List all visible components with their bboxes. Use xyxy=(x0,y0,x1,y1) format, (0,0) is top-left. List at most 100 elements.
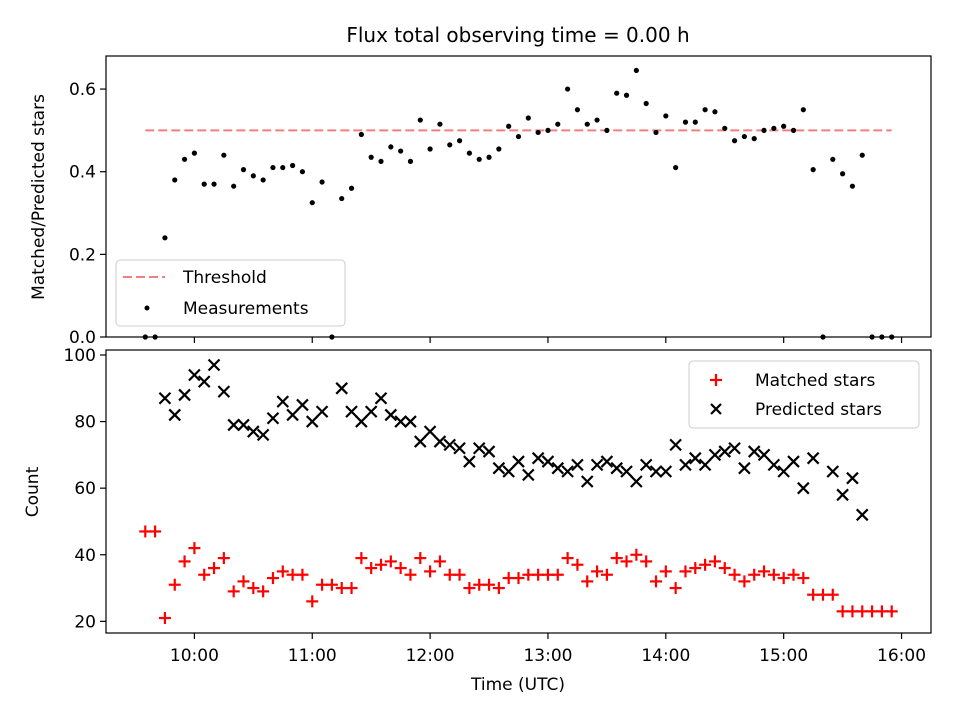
matched-star-point xyxy=(885,605,898,618)
predicted-star-point xyxy=(247,425,260,438)
bottom-y-tick-label: 80 xyxy=(74,413,96,433)
matched-star-point xyxy=(149,525,162,538)
measurement-point xyxy=(417,117,423,123)
measurement-point xyxy=(810,167,816,173)
predicted-star-point xyxy=(414,435,427,448)
predicted-star-point xyxy=(207,358,221,372)
matched-star-point xyxy=(178,555,191,568)
predicted-star-point xyxy=(522,468,535,482)
matched-star-point xyxy=(325,578,338,591)
matched-star-point xyxy=(600,568,613,581)
measurement-point xyxy=(456,138,463,144)
measurement-point xyxy=(712,109,718,115)
measurement-point xyxy=(682,119,689,125)
matched-star-point xyxy=(758,565,771,578)
bottom-marks xyxy=(139,358,898,625)
matched-star-point xyxy=(404,568,417,581)
top-axes-frame xyxy=(105,55,932,338)
predicted-star-point xyxy=(561,465,574,478)
threshold-legend-label: Threshold xyxy=(182,268,267,288)
predicted-star-point xyxy=(679,458,692,472)
measurement-point xyxy=(211,181,217,187)
bottom-y-tick-label: 100 xyxy=(64,346,96,366)
predicted-star-point xyxy=(315,405,329,418)
measurement-point xyxy=(368,154,374,160)
predicted-star-point xyxy=(747,445,761,458)
predicted-star-point xyxy=(836,488,849,502)
matched-star-point xyxy=(384,555,397,568)
top-marks xyxy=(142,67,895,340)
matched-star-point xyxy=(787,568,800,581)
top-y-tick-label: 0.4 xyxy=(69,163,96,183)
predicted-star-point xyxy=(443,438,457,452)
measurement-point xyxy=(623,92,630,98)
measurement-point xyxy=(437,121,443,127)
chart-title: Flux total observing time = 0.00 h xyxy=(346,23,689,47)
predicted-star-point xyxy=(718,445,732,458)
measurement-point xyxy=(201,181,207,187)
top-y-axis-label: Matched/Predicted stars xyxy=(29,94,49,300)
measurement-point xyxy=(162,235,168,241)
predicted-star-point xyxy=(846,471,859,485)
measurement-point xyxy=(496,146,502,152)
x-axis-label: Time (UTC) xyxy=(470,675,565,695)
predicted-star-point xyxy=(512,455,525,468)
matched-star-point xyxy=(433,555,446,568)
predicted-star-point xyxy=(158,391,172,405)
measurement-point xyxy=(388,144,394,150)
matched-star-point xyxy=(424,565,437,578)
measurement-point xyxy=(771,125,777,131)
matched-legend-marker xyxy=(710,374,722,386)
predicted-legend-label: Predicted stars xyxy=(755,400,882,420)
measurement-point xyxy=(506,123,512,129)
x-tick-label: 12:00 xyxy=(406,646,455,666)
matched-star-point xyxy=(738,575,751,588)
x-tick-label: 14:00 xyxy=(641,646,690,666)
matched-star-point xyxy=(640,555,653,568)
matched-star-point xyxy=(708,555,721,568)
measurement-point xyxy=(319,179,325,185)
matched-star-point xyxy=(620,555,633,568)
measurement-point xyxy=(466,150,472,156)
predicted-star-point xyxy=(197,375,211,388)
predicted-star-point xyxy=(305,415,319,428)
matched-star-point xyxy=(777,572,790,585)
top-y-tick-label: 0.6 xyxy=(69,80,96,100)
measurement-point xyxy=(643,100,649,107)
matched-star-point xyxy=(266,572,279,585)
bottom-y-ticks: 20 40 60 80 100 xyxy=(64,346,106,632)
bottom-axes-frame xyxy=(105,349,932,634)
matched-star-point xyxy=(561,552,574,565)
bottom-panel: 20 40 60 80 100 10:00 11:00 12:00 13:00 14:00 15:… xyxy=(23,346,932,695)
measurement-point xyxy=(398,148,404,154)
measurement-point xyxy=(565,86,571,92)
top-y-tick-label: 0.2 xyxy=(69,245,96,265)
matched-star-point xyxy=(659,565,672,578)
matched-star-point xyxy=(355,552,368,565)
measurement-point xyxy=(830,156,836,162)
bottom-legend-box xyxy=(688,360,920,429)
matched-star-point xyxy=(306,595,319,608)
predicted-star-point xyxy=(237,418,250,432)
predicted-star-point xyxy=(531,451,545,465)
top-legend-box xyxy=(115,259,346,327)
matched-star-point xyxy=(414,552,427,565)
matched-star-point xyxy=(581,575,594,588)
measurement-point xyxy=(348,185,355,191)
measurement-point xyxy=(545,127,551,133)
predicted-star-point xyxy=(217,385,231,398)
matched-star-point xyxy=(728,568,741,581)
predicted-star-point xyxy=(698,458,712,472)
matched-star-point xyxy=(610,552,623,565)
matched-star-point xyxy=(217,552,230,565)
matched-star-point xyxy=(168,578,181,591)
predicted-star-point xyxy=(551,461,565,475)
measurement-point xyxy=(574,107,581,113)
predicted-star-point xyxy=(276,395,290,408)
measurement-point xyxy=(339,195,345,202)
measurement-point xyxy=(800,107,806,113)
measurements-legend-marker xyxy=(144,305,150,311)
measurement-point xyxy=(594,117,600,123)
matched-star-point xyxy=(718,562,731,575)
matched-star-point xyxy=(247,582,260,595)
